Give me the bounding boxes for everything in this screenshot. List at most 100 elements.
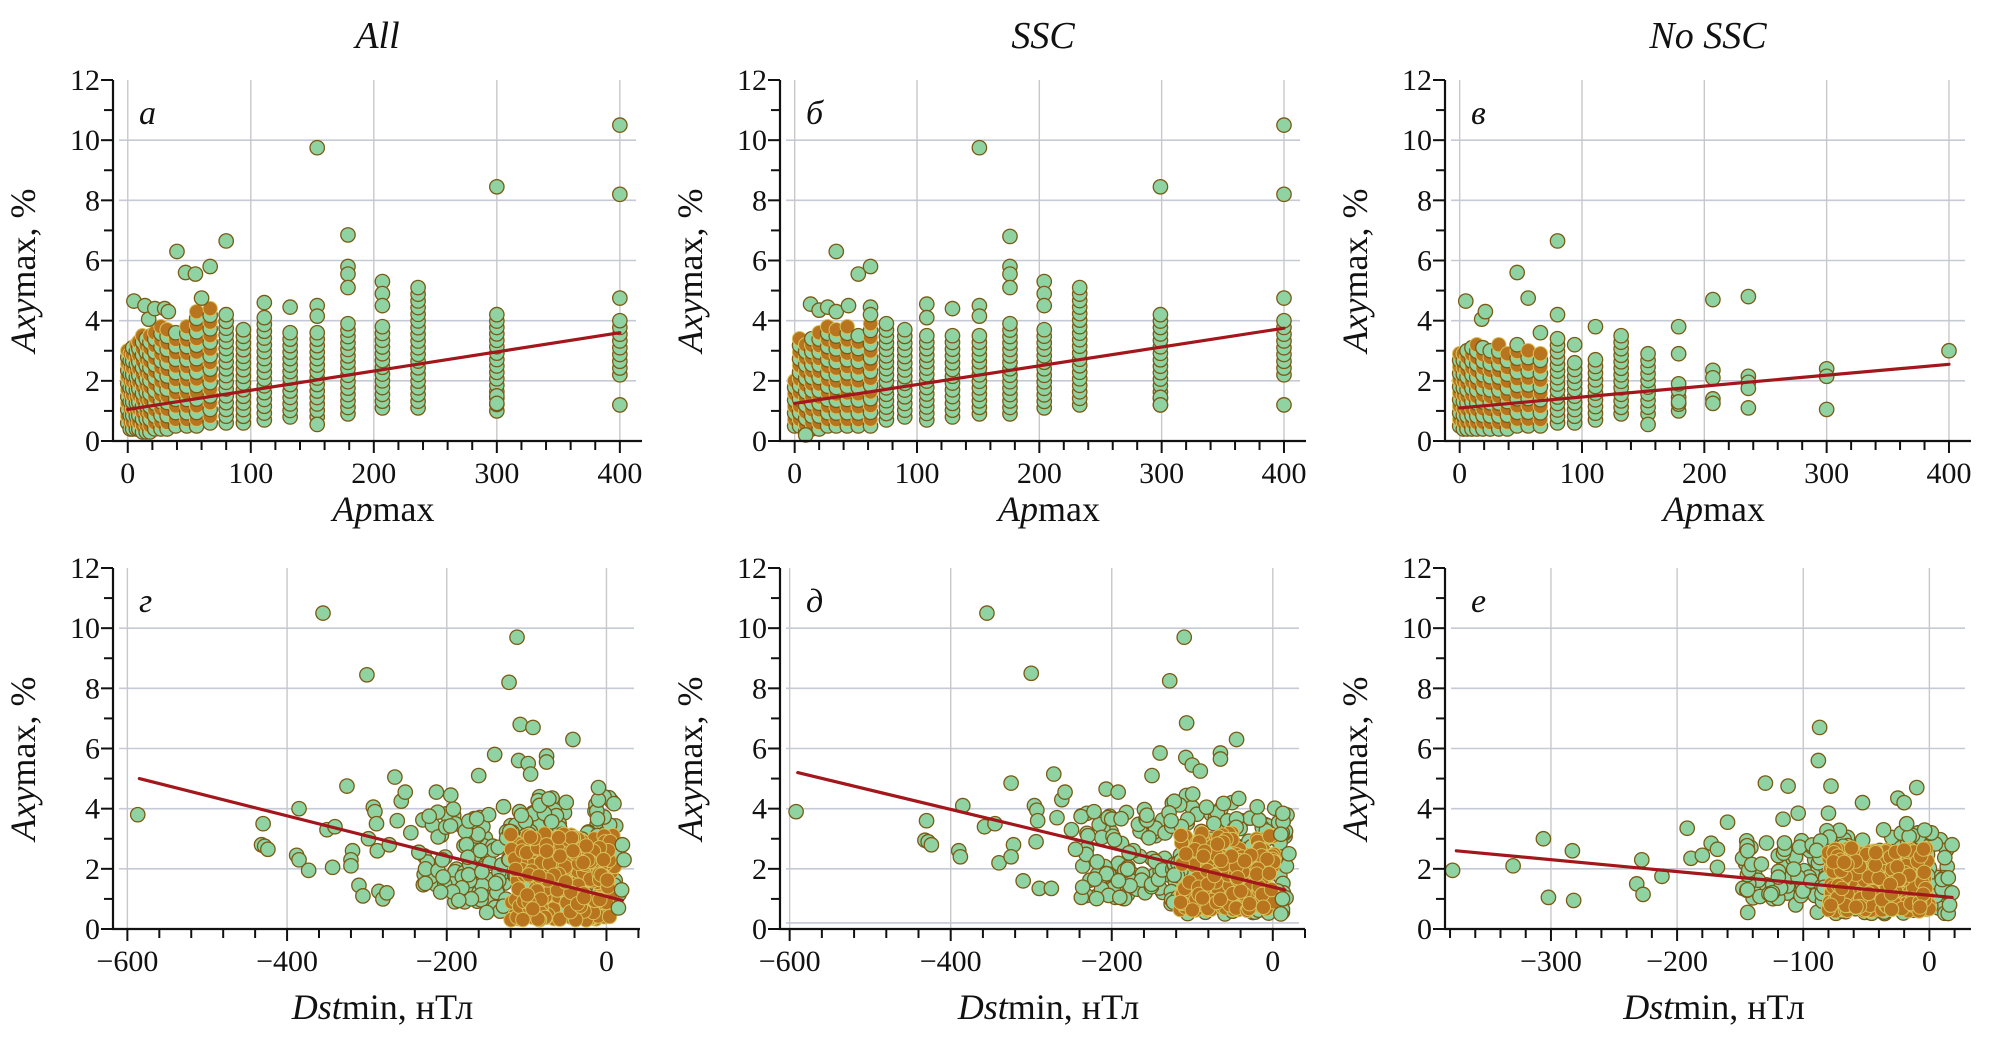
data-point <box>410 279 426 296</box>
panel-f-nossc-dstmin: 0 2 4 6 8 10 12 −300 −200 −100 0 Dstmin, нТл Axymax,… <box>1335 552 1971 1027</box>
data-point <box>558 794 575 811</box>
data-point-dense <box>1236 853 1253 869</box>
data-point <box>1063 821 1080 838</box>
data-point <box>1276 312 1292 329</box>
y-tick-label: 6 <box>752 733 767 766</box>
y-axis-label-variable: Axy <box>3 298 43 354</box>
x-axis-label-suffix: max <box>373 489 435 529</box>
data-point <box>1457 293 1474 309</box>
data-point-dense <box>563 830 580 846</box>
data-point <box>612 186 628 203</box>
x-tick-label: 100 <box>1560 457 1605 490</box>
x-tick-label: −600 <box>759 945 821 978</box>
data-point-dense <box>1178 846 1194 862</box>
data-point <box>1073 808 1089 825</box>
data-point <box>1161 672 1178 689</box>
data-point <box>613 882 630 898</box>
data-point <box>1540 889 1557 906</box>
regression-line <box>1458 362 1951 410</box>
data-point <box>1272 826 1289 843</box>
data-point <box>1272 906 1289 922</box>
data-point <box>260 841 276 858</box>
data-point-dense <box>1896 842 1912 858</box>
data-point <box>1119 861 1136 878</box>
data-point-dense <box>538 843 555 859</box>
data-point <box>1212 751 1229 767</box>
data-point <box>944 327 961 344</box>
y-tick-label: 0 <box>752 913 767 946</box>
x-axis-label-variable: Dst <box>1622 987 1674 1027</box>
column-title: All <box>352 15 399 57</box>
data-point <box>541 791 557 807</box>
data-point <box>1739 842 1756 859</box>
data-point <box>1206 815 1222 832</box>
data-point <box>1739 904 1756 921</box>
data-point <box>129 806 146 823</box>
data-point-dense <box>1915 841 1932 857</box>
data-point <box>495 798 512 815</box>
data-point <box>1139 807 1155 824</box>
data-point <box>1520 290 1537 306</box>
data-point <box>1230 790 1247 807</box>
data-point <box>1276 117 1292 133</box>
y-tick-label: 4 <box>1417 793 1432 826</box>
data-point <box>1276 290 1292 306</box>
data-point <box>1776 835 1793 851</box>
y-tick-label: 12 <box>737 64 767 97</box>
data-point <box>291 851 307 868</box>
y-tick-label: 10 <box>737 612 767 645</box>
panel-b-ssc-apmax: SSC 0 2 4 6 8 10 12 0 100 200 300 400 Apmax Axymax, % б <box>670 15 1306 529</box>
y-axis-label-suffix: max, % <box>670 677 710 787</box>
data-point <box>1875 822 1892 838</box>
data-point <box>1477 303 1494 320</box>
x-tick-label: 0 <box>1265 945 1280 978</box>
y-tick-label: 6 <box>752 245 767 278</box>
data-point <box>450 892 467 909</box>
data-point <box>1566 354 1583 371</box>
data-point <box>862 258 879 275</box>
y-tick-label: 6 <box>85 733 100 766</box>
data-point <box>442 787 459 803</box>
data-point <box>565 731 581 748</box>
data-point <box>1679 820 1696 837</box>
panel-letter: е <box>1471 583 1486 620</box>
data-point <box>309 324 326 341</box>
data-point <box>468 810 485 827</box>
panel-letter: в <box>1471 95 1486 132</box>
data-point <box>1818 401 1835 418</box>
data-point <box>1067 841 1084 858</box>
data-point <box>1740 288 1757 305</box>
data-point <box>1709 859 1726 876</box>
x-axis-label: Apmax <box>996 489 1100 529</box>
data-point <box>1002 279 1018 296</box>
data-point <box>1003 848 1019 865</box>
data-point <box>1086 871 1103 888</box>
y-tick-label: 12 <box>70 552 100 585</box>
data-point-dense <box>1184 902 1201 918</box>
x-tick-label: 0 <box>120 457 135 490</box>
x-tick-label: 400 <box>1261 457 1306 490</box>
data-point <box>1936 849 1953 866</box>
data-point <box>488 306 505 323</box>
data-point <box>442 818 459 834</box>
data-point <box>340 266 356 282</box>
y-tick-label: 10 <box>1402 612 1432 645</box>
data-point <box>923 836 940 853</box>
data-point <box>1566 336 1583 353</box>
y-tick-label: 2 <box>752 853 767 886</box>
data-point <box>1141 830 1157 846</box>
data-point-dense <box>599 872 616 888</box>
y-tick-label: 2 <box>752 365 767 398</box>
data-point <box>255 815 271 832</box>
data-point <box>1549 330 1566 347</box>
data-point <box>1251 812 1267 828</box>
y-tick-label: 6 <box>85 245 100 278</box>
data-point <box>374 318 391 335</box>
data-point <box>472 842 489 859</box>
x-tick-label: 200 <box>1017 457 1062 490</box>
y-tick-label: 12 <box>70 64 100 97</box>
data-point <box>1941 897 1958 913</box>
x-tick-label: 0 <box>1452 457 1467 490</box>
data-point <box>1049 809 1065 826</box>
data-point <box>1444 862 1461 879</box>
